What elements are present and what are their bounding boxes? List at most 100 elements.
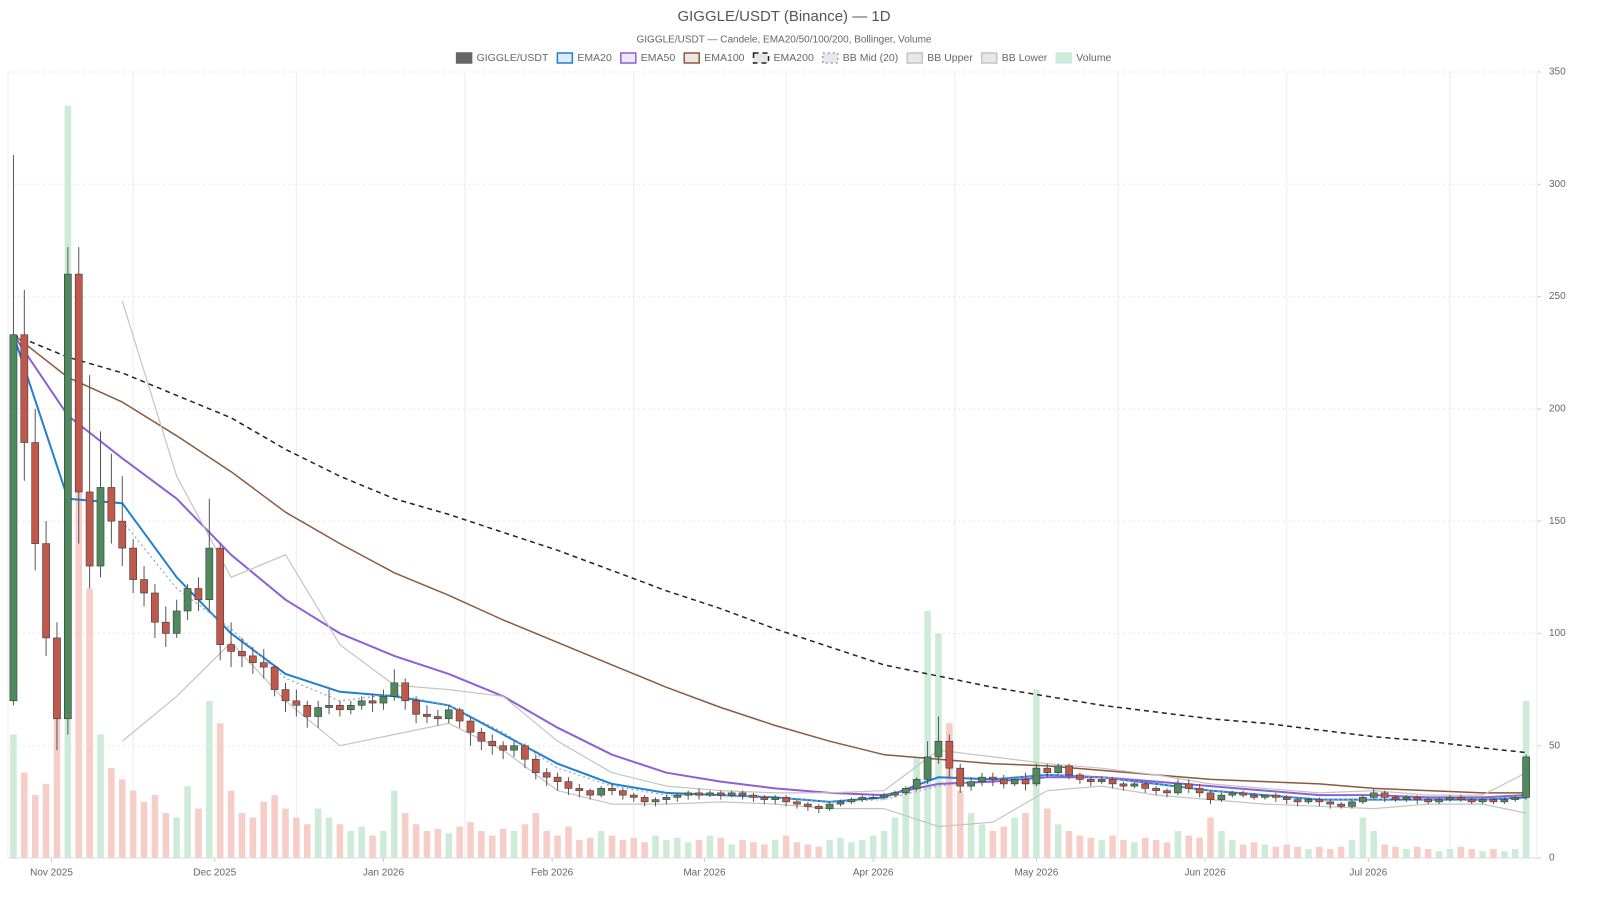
x-tick-label: Jun 2026	[1185, 868, 1227, 879]
volume-bar	[1152, 840, 1160, 858]
candle-body	[270, 666, 279, 690]
candle-body	[891, 792, 899, 796]
candle-body	[858, 797, 867, 800]
legend-label: BB Lower	[1002, 52, 1048, 64]
volume-bar	[880, 831, 888, 858]
candle-body	[281, 689, 290, 702]
candle-body	[346, 704, 355, 711]
volume-bar	[227, 790, 235, 858]
candle-body	[989, 776, 997, 780]
candle-body	[901, 788, 910, 794]
candle-body	[956, 767, 965, 787]
indicator-line	[121, 300, 1527, 796]
volume-bar	[434, 828, 442, 858]
volume-bar	[1501, 851, 1508, 858]
volume-bar	[249, 817, 257, 858]
candle-body	[1402, 797, 1411, 800]
candle-body	[368, 700, 377, 704]
volume-bar	[1316, 846, 1323, 858]
candle-body	[510, 745, 518, 751]
volume-bar	[695, 840, 703, 858]
volume-bar	[31, 795, 39, 858]
volume-bar	[1087, 837, 1095, 858]
volume-bar	[162, 813, 170, 858]
candle-body	[1359, 797, 1367, 803]
volume-bar	[1370, 831, 1378, 858]
candle-body	[64, 273, 72, 720]
candle-body	[1271, 794, 1280, 798]
volume-bar	[1326, 849, 1334, 858]
volume-bar	[586, 837, 594, 858]
candle-body	[684, 792, 692, 796]
legend-swatch	[620, 52, 637, 64]
volume-bar	[1065, 831, 1073, 858]
legend-item: BB Mid (20)	[822, 52, 898, 64]
x-tick-label: Feb 2026	[531, 868, 574, 879]
volume-bar	[1229, 840, 1236, 858]
volume-bar	[1479, 851, 1486, 858]
candle-body	[1032, 767, 1041, 785]
candle-body	[793, 801, 801, 805]
candle-body	[488, 740, 497, 747]
candle-body	[564, 781, 573, 789]
candle-body	[1141, 783, 1150, 789]
legend-label: EMA20	[577, 52, 612, 64]
candle-body	[1076, 774, 1084, 780]
candle-body	[227, 644, 235, 652]
candle-body	[836, 801, 845, 805]
volume-bar	[1098, 840, 1105, 858]
legend-item: GIGGLE/USDT	[455, 52, 549, 64]
candle-body	[1217, 794, 1226, 800]
volume-bar	[967, 813, 975, 858]
volume-bar	[238, 813, 246, 858]
x-tick-label: Apr 2026	[853, 868, 894, 879]
volume-bar	[445, 833, 453, 858]
candle-body	[292, 700, 301, 706]
candle-body	[619, 790, 627, 796]
candle-body	[586, 790, 595, 796]
candle-body	[1065, 765, 1073, 776]
volume-bar	[380, 831, 387, 858]
volume-bar	[216, 723, 224, 858]
candle-body	[1293, 799, 1302, 803]
candle-body	[1522, 756, 1530, 798]
candle-body	[1369, 792, 1378, 798]
volume-bar	[1250, 842, 1258, 858]
volume-bar	[412, 824, 420, 858]
candle-body	[1326, 801, 1335, 805]
volume-bar	[978, 824, 986, 858]
y-tick-label: 300	[1549, 179, 1566, 190]
candle-body	[1130, 783, 1139, 787]
volume-bar	[1120, 840, 1127, 858]
candle-body	[412, 700, 420, 715]
volume-bar	[1305, 849, 1312, 858]
volume-bar	[206, 700, 213, 858]
candle-body	[1163, 790, 1171, 794]
volume-bar	[815, 846, 823, 858]
candle-body	[1380, 792, 1389, 798]
volume-bar	[728, 844, 735, 858]
candle-body	[978, 776, 986, 782]
candle-body	[31, 442, 40, 544]
candle-body	[205, 547, 214, 601]
volume-bar	[1414, 846, 1421, 858]
candle-body	[20, 334, 29, 443]
candle-body	[825, 803, 834, 809]
volume-bar	[837, 837, 844, 858]
candle-body	[118, 520, 127, 549]
candle-body	[238, 651, 246, 657]
volume-bar	[1359, 817, 1367, 858]
y-tick-label: 100	[1549, 628, 1566, 639]
y-tick-label: 200	[1549, 403, 1566, 414]
candle-body	[553, 776, 562, 782]
volume-bar	[750, 842, 757, 858]
volume-bar	[804, 844, 812, 858]
volume-bar	[1468, 849, 1475, 858]
volume-bar	[456, 826, 463, 858]
volume-bar	[1131, 842, 1138, 858]
volume-bar	[630, 837, 638, 858]
indicator-line	[12, 334, 1527, 794]
volume-bar	[641, 842, 648, 858]
volume-bar	[706, 835, 714, 858]
volume-bar	[793, 842, 801, 858]
